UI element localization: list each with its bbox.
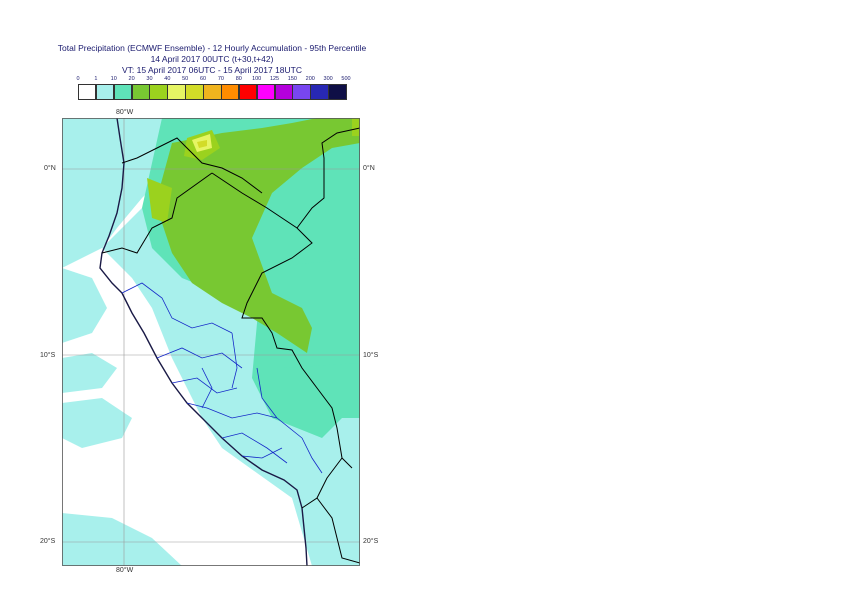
- border-ecuador-peru: [101, 172, 213, 254]
- precipitation-map: [62, 118, 360, 566]
- precip-band-1-offshore: [62, 353, 117, 393]
- border-brazil-colombia: [296, 127, 360, 229]
- legend-label: 70: [217, 76, 224, 82]
- legend-label: 30: [146, 76, 153, 82]
- lat-label-right-10s: 10°S: [363, 352, 379, 359]
- lat-label-left-10s: 10°S: [40, 352, 56, 359]
- border-bolivia-chile: [316, 497, 360, 564]
- legend-swatch: [256, 84, 276, 100]
- legend-swatch: [292, 84, 311, 100]
- legend-swatch: [78, 84, 97, 100]
- legend-swatch: [113, 84, 133, 100]
- legend-swatch: [220, 84, 240, 100]
- legend-swatch: [167, 84, 186, 100]
- legend-label: 10: [110, 76, 117, 82]
- legend-swatch: [149, 84, 168, 100]
- legend-label: 200: [305, 76, 315, 82]
- legend-swatch: [238, 84, 258, 100]
- title-line-1: Total Precipitation (ECMWF Ensemble) - 1…: [57, 43, 367, 53]
- legend-swatch: [131, 84, 151, 100]
- legend-swatch: [203, 84, 222, 100]
- legend-swatch: [95, 84, 115, 100]
- lat-label-left-0: 0°N: [44, 165, 56, 172]
- precip-band-10-south: [282, 363, 360, 418]
- legend-label: 0: [76, 76, 80, 82]
- map-frame: [62, 118, 360, 566]
- legend-label: 40: [164, 76, 171, 82]
- lon-label-top: 80°W: [116, 109, 134, 116]
- title-line-3: VT: 15 April 2017 06UTC - 15 April 2017 …: [121, 65, 302, 75]
- title-line-2: 14 April 2017 00UTC (t+30,t+42): [150, 54, 274, 64]
- precip-band-1-sw: [62, 398, 132, 448]
- lat-label-right-0: 0°N: [363, 165, 375, 172]
- admin-boundaries: [121, 282, 323, 474]
- legend-label: 1: [94, 76, 98, 82]
- border-peru-bolivia: [301, 457, 343, 509]
- legend-label: 150: [287, 76, 297, 82]
- legend-label: 60: [200, 76, 207, 82]
- legend-label: 20: [128, 76, 135, 82]
- legend-label: 100: [252, 76, 262, 82]
- precip-band-20-north: [157, 118, 360, 353]
- legend-label: 500: [341, 76, 351, 82]
- legend-swatch: [185, 84, 204, 100]
- precip-band-30-west: [147, 178, 172, 223]
- lat-label-right-20s: 20°S: [363, 538, 379, 545]
- border-ecuador-colombia: [121, 137, 263, 194]
- legend-label: 300: [323, 76, 333, 82]
- precip-band-30-east: [352, 118, 360, 136]
- legend-swatch: [310, 84, 329, 100]
- precip-band-50-blob: [197, 140, 207, 148]
- legend-label: 50: [182, 76, 189, 82]
- lat-label-left-20s: 20°S: [40, 538, 56, 545]
- legend-swatch: [328, 84, 347, 100]
- precip-band-1-south-ocean: [62, 513, 182, 566]
- legend-label: 80: [235, 76, 242, 82]
- legend-swatch: [274, 84, 293, 100]
- precip-band-1-west: [62, 268, 107, 343]
- lon-label-bottom: 80°W: [116, 567, 134, 574]
- legend-label: 125: [269, 76, 280, 82]
